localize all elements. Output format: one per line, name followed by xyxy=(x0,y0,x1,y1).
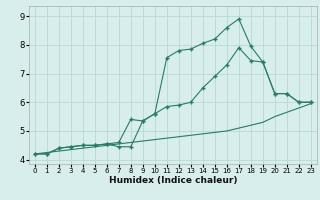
X-axis label: Humidex (Indice chaleur): Humidex (Indice chaleur) xyxy=(108,176,237,185)
